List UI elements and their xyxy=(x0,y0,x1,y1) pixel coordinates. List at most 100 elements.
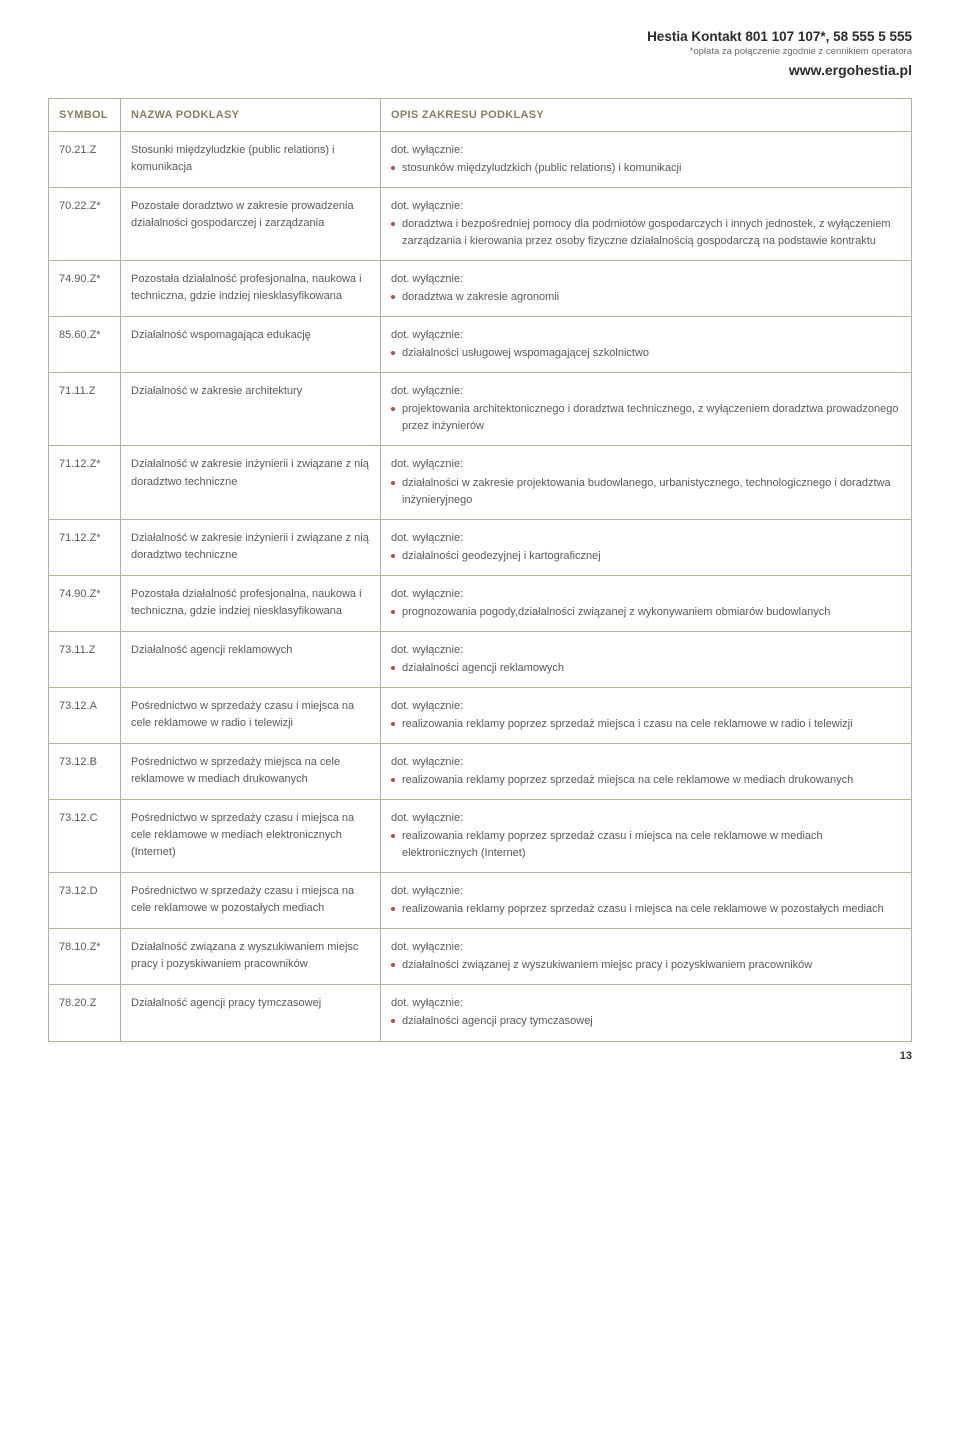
table-row: 71.12.Z*Działalność w zakresie inżynieri… xyxy=(49,446,912,519)
cell-opis: dot. wyłącznie:działalności agencji rekl… xyxy=(381,631,912,687)
cell-opis: dot. wyłącznie:działalności usługowej ws… xyxy=(381,317,912,373)
cell-opis: dot. wyłącznie:działalności geodezyjnej … xyxy=(381,519,912,575)
cell-nazwa: Stosunki międzyludzkie (public relations… xyxy=(121,131,381,187)
opis-bullet: działalności w zakresie projektowania bu… xyxy=(391,475,901,509)
cell-nazwa: Pośrednictwo w sprzedaży miejsca na cele… xyxy=(121,744,381,800)
opis-bullet-list: realizowania reklamy poprzez sprzedaż mi… xyxy=(391,772,901,789)
table-row: 71.11.ZDziałalność w zakresie architektu… xyxy=(49,373,912,446)
table-row: 70.21.ZStosunki międzyludzkie (public re… xyxy=(49,131,912,187)
opis-bullet-list: działalności usługowej wspomagającej szk… xyxy=(391,345,901,362)
opis-bullet-list: projektowania architektonicznego i dorad… xyxy=(391,401,901,435)
opis-bullet: doradztwa i bezpośredniej pomocy dla pod… xyxy=(391,216,901,250)
cell-symbol: 73.12.B xyxy=(49,744,121,800)
opis-prefix: dot. wyłącznie: xyxy=(391,698,901,715)
cell-symbol: 78.20.Z xyxy=(49,985,121,1041)
contact-line: Hestia Kontakt 801 107 107*, 58 555 5 55… xyxy=(48,28,912,46)
opis-bullet-list: działalności geodezyjnej i kartograficzn… xyxy=(391,548,901,565)
table-row: 85.60.Z*Działalność wspomagająca edukacj… xyxy=(49,317,912,373)
cell-symbol: 78.10.Z* xyxy=(49,929,121,985)
table-row: 73.12.DPośrednictwo w sprzedaży czasu i … xyxy=(49,873,912,929)
cell-opis: dot. wyłącznie:doradztwa w zakresie agro… xyxy=(381,261,912,317)
cell-symbol: 70.22.Z* xyxy=(49,188,121,261)
cell-nazwa: Działalność związana z wyszukiwaniem mie… xyxy=(121,929,381,985)
contact-note: *opłata za połączenie zgodnie z cennikie… xyxy=(48,46,912,59)
cell-symbol: 71.11.Z xyxy=(49,373,121,446)
cell-opis: dot. wyłącznie:realizowania reklamy popr… xyxy=(381,873,912,929)
opis-bullet-list: doradztwa w zakresie agronomii xyxy=(391,289,901,306)
cell-nazwa: Działalność agencji reklamowych xyxy=(121,631,381,687)
table-row: 74.90.Z*Pozostała działalność profesjona… xyxy=(49,575,912,631)
opis-bullet: realizowania reklamy poprzez sprzedaż cz… xyxy=(391,901,901,918)
cell-opis: dot. wyłącznie:działalności agencji prac… xyxy=(381,985,912,1041)
table-row: 74.90.Z*Pozostała działalność profesjona… xyxy=(49,261,912,317)
opis-bullet: działalności geodezyjnej i kartograficzn… xyxy=(391,548,901,565)
cell-nazwa: Działalność w zakresie inżynierii i zwią… xyxy=(121,519,381,575)
opis-bullet-list: działalności agencji reklamowych xyxy=(391,660,901,677)
cell-nazwa: Pozostałe doradztwo w zakresie prowadzen… xyxy=(121,188,381,261)
cell-opis: dot. wyłącznie:stosunków międzyludzkich … xyxy=(381,131,912,187)
cell-symbol: 73.12.C xyxy=(49,800,121,873)
cell-opis: dot. wyłącznie:realizowania reklamy popr… xyxy=(381,800,912,873)
opis-bullet-list: realizowania reklamy poprzez sprzedaż mi… xyxy=(391,716,901,733)
opis-bullet: stosunków międzyludzkich (public relatio… xyxy=(391,160,901,177)
cell-nazwa: Działalność w zakresie architektury xyxy=(121,373,381,446)
opis-prefix: dot. wyłącznie: xyxy=(391,995,901,1012)
website-url: www.ergohestia.pl xyxy=(48,61,912,80)
cell-opis: dot. wyłącznie:doradztwa i bezpośredniej… xyxy=(381,188,912,261)
opis-prefix: dot. wyłącznie: xyxy=(391,939,901,956)
cell-symbol: 74.90.Z* xyxy=(49,261,121,317)
table-row: 73.12.CPośrednictwo w sprzedaży czasu i … xyxy=(49,800,912,873)
cell-nazwa: Pozostała działalność profesjonalna, nau… xyxy=(121,261,381,317)
cell-nazwa: Działalność w zakresie inżynierii i zwią… xyxy=(121,446,381,519)
opis-bullet: realizowania reklamy poprzez sprzedaż mi… xyxy=(391,772,901,789)
cell-symbol: 71.12.Z* xyxy=(49,519,121,575)
cell-opis: dot. wyłącznie: działalności w zakresie p… xyxy=(381,446,912,519)
table-row: 73.12.APośrednictwo w sprzedaży czasu i … xyxy=(49,687,912,743)
cell-opis: dot. wyłącznie:działalności związanej z … xyxy=(381,929,912,985)
opis-bullet-list: doradztwa i bezpośredniej pomocy dla pod… xyxy=(391,216,901,250)
opis-bullet: działalności usługowej wspomagającej szk… xyxy=(391,345,901,362)
opis-prefix: dot. wyłącznie: xyxy=(391,586,901,603)
opis-bullet: projektowania architektonicznego i dorad… xyxy=(391,401,901,435)
opis-prefix: dot. wyłącznie: xyxy=(391,142,901,159)
table-row: 71.12.Z*Działalność w zakresie inżynieri… xyxy=(49,519,912,575)
table-row: 73.12.BPośrednictwo w sprzedaży miejsca … xyxy=(49,744,912,800)
cell-symbol: 71.12.Z* xyxy=(49,446,121,519)
opis-bullet: realizowania reklamy poprzez sprzedaż mi… xyxy=(391,716,901,733)
opis-prefix: dot. wyłącznie: xyxy=(391,271,901,288)
opis-prefix: dot. wyłącznie: xyxy=(391,530,901,547)
col-opis: OPIS ZAKRESU PODKLASY xyxy=(381,98,912,131)
opis-prefix: dot. wyłącznie: xyxy=(391,754,901,771)
opis-prefix: dot. wyłącznie: xyxy=(391,810,901,827)
opis-bullet: realizowania reklamy poprzez sprzedaż cz… xyxy=(391,828,901,862)
opis-bullet-list: działalności w zakresie projektowania bu… xyxy=(391,475,901,509)
cell-nazwa: Pozostała działalność profesjonalna, nau… xyxy=(121,575,381,631)
opis-bullet-list: działalności agencji pracy tymczasowej xyxy=(391,1013,901,1030)
opis-prefix: dot. wyłącznie: xyxy=(391,198,901,215)
cell-nazwa: Pośrednictwo w sprzedaży czasu i miejsca… xyxy=(121,873,381,929)
cell-nazwa: Działalność agencji pracy tymczasowej xyxy=(121,985,381,1041)
opis-bullet: działalności związanej z wyszukiwaniem m… xyxy=(391,957,901,974)
cell-nazwa: Pośrednictwo w sprzedaży czasu i miejsca… xyxy=(121,800,381,873)
cell-symbol: 73.12.A xyxy=(49,687,121,743)
opis-bullet-list: działalności związanej z wyszukiwaniem m… xyxy=(391,957,901,974)
cell-symbol: 70.21.Z xyxy=(49,131,121,187)
opis-prefix: dot. wyłącznie: xyxy=(391,456,901,473)
cell-opis: dot. wyłącznie:projektowania architekton… xyxy=(381,373,912,446)
opis-prefix: dot. wyłącznie: xyxy=(391,642,901,659)
table-row: 70.22.Z*Pozostałe doradztwo w zakresie p… xyxy=(49,188,912,261)
opis-bullet-list: stosunków międzyludzkich (public relatio… xyxy=(391,160,901,177)
table-row: 78.20.ZDziałalność agencji pracy tymczas… xyxy=(49,985,912,1041)
page-number: 13 xyxy=(48,1050,912,1062)
col-nazwa: NAZWA PODKLASY xyxy=(121,98,381,131)
table-row: 78.10.Z*Działalność związana z wyszukiwa… xyxy=(49,929,912,985)
opis-prefix: dot. wyłącznie: xyxy=(391,383,901,400)
table-header-row: SYMBOL NAZWA PODKLASY OPIS ZAKRESU PODKL… xyxy=(49,98,912,131)
opis-prefix: dot. wyłącznie: xyxy=(391,883,901,900)
opis-prefix: dot. wyłącznie: xyxy=(391,327,901,344)
opis-bullet: działalności agencji pracy tymczasowej xyxy=(391,1013,901,1030)
opis-bullet-list: realizowania reklamy poprzez sprzedaż cz… xyxy=(391,901,901,918)
cell-nazwa: Pośrednictwo w sprzedaży czasu i miejsca… xyxy=(121,687,381,743)
opis-bullet: działalności agencji reklamowych xyxy=(391,660,901,677)
classification-table: SYMBOL NAZWA PODKLASY OPIS ZAKRESU PODKL… xyxy=(48,98,912,1042)
